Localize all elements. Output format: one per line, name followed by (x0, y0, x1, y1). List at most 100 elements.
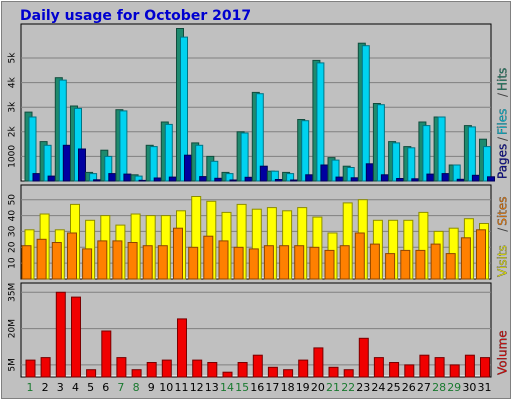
chart-panels: 1000 2k 3k 4k 5k 10 20 30 40 50 5M 20M 35M (8, 23, 495, 378)
bar-volume-day-13 (207, 362, 218, 378)
bar-pages-day-29 (456, 178, 465, 182)
legend-pages: Pages (496, 144, 510, 179)
bar-sites-day-2 (36, 238, 47, 280)
y-tick-label: 35M (8, 283, 18, 302)
bar-pages-day-27 (426, 173, 435, 182)
bar-pages-day-10 (168, 176, 177, 182)
x-tick-label: 16 (250, 381, 264, 394)
x-tick-label: 19 (296, 381, 310, 394)
legend-separator: / (496, 92, 510, 97)
y-tick-label: 40 (8, 210, 18, 222)
y-tick-label: 5k (8, 52, 18, 64)
bar-files-day-15 (240, 132, 249, 182)
bar-volume-day-21 (328, 366, 339, 378)
bar-pages-day-17 (274, 179, 283, 182)
x-tick-label: 2 (42, 381, 49, 394)
x-tick-label: 28 (432, 381, 446, 394)
bar-pages-day-18 (290, 179, 299, 182)
y-tick-label: 4k (8, 76, 18, 88)
bar-volume-day-9 (146, 362, 157, 378)
bar-files-day-24 (376, 104, 385, 182)
bar-sites-day-23 (354, 232, 365, 280)
bar-volume-day-26 (404, 364, 415, 378)
bar-volume-day-28 (434, 357, 445, 378)
bar-files-day-20 (316, 62, 325, 182)
bar-sites-day-19 (294, 245, 305, 280)
x-tick-label: 15 (235, 381, 249, 394)
bar-volume-day-19 (298, 359, 309, 378)
legend-separator: / (496, 136, 510, 141)
x-tick-label: 30 (462, 381, 476, 394)
x-tick-label: 20 (311, 381, 325, 394)
x-tick-label: 27 (417, 381, 431, 394)
bar-volume-day-4 (71, 296, 81, 378)
bar-volume-day-2 (40, 357, 51, 378)
panel-volume: 5M 20M 35M (8, 282, 492, 378)
bar-volume-day-22 (343, 369, 354, 378)
bar-volume-day-25 (389, 362, 400, 378)
bar-sites-day-14 (218, 240, 229, 280)
bar-pages-day-16 (259, 165, 268, 182)
y-tick-label: 5M (8, 358, 18, 372)
bar-pages-day-3 (62, 144, 71, 182)
bar-sites-day-9 (142, 245, 153, 280)
bar-sites-day-25 (385, 253, 396, 280)
bar-volume-day-12 (192, 359, 203, 378)
bar-volume-day-15 (237, 362, 248, 378)
bar-volume-day-29 (449, 364, 460, 378)
bar-pages-day-6 (108, 173, 117, 182)
bar-pages-day-21 (335, 176, 344, 182)
bar-files-day-30 (467, 126, 476, 182)
bar-volume-day-5 (86, 369, 97, 378)
bar-volume-day-16 (252, 354, 263, 378)
bar-volume-day-20 (313, 347, 324, 378)
bar-pages-day-19 (305, 174, 314, 182)
x-tick-label: 23 (356, 381, 370, 394)
bar-sites-day-10 (157, 245, 168, 280)
bar-files-day-27 (422, 125, 431, 182)
bar-pages-day-22 (350, 177, 359, 182)
bar-pages-day-2 (47, 175, 56, 182)
bar-pages-day-24 (380, 174, 389, 182)
x-tick-label: 24 (371, 381, 385, 394)
bar-pages-day-20 (320, 164, 329, 182)
bar-pages-day-9 (153, 177, 162, 182)
bar-sites-day-21 (324, 249, 335, 280)
bar-sites-day-7 (112, 240, 123, 280)
x-tick-label: 8 (133, 381, 140, 394)
y-tick-label: 2k (8, 126, 18, 138)
bar-sites-day-20 (309, 246, 320, 280)
bar-sites-day-17 (263, 245, 274, 280)
y-tick-label: 3k (8, 101, 18, 113)
bar-sites-day-22 (339, 245, 350, 280)
legend-files: Files (496, 109, 510, 135)
bar-pages-day-30 (471, 174, 480, 182)
y-tick-label: 1000 (8, 145, 18, 168)
bar-pages-day-31 (487, 176, 495, 182)
bar-sites-day-31 (476, 229, 486, 280)
y-tick-label: 30 (8, 225, 18, 237)
bar-sites-day-29 (445, 253, 456, 280)
bar-files-day-9 (149, 146, 158, 182)
y-tick-label: 20 (8, 241, 18, 253)
y-tick-label: 10 (8, 257, 18, 269)
bar-volume-day-6 (101, 330, 112, 378)
bar-sites-day-30 (460, 237, 471, 280)
x-tick-label: 17 (265, 381, 279, 394)
bar-sites-day-8 (127, 242, 138, 280)
x-tick-label: 18 (281, 381, 295, 394)
x-tick-label: 4 (72, 381, 79, 394)
panel-visits: 10 20 30 40 50 (8, 184, 492, 280)
bar-pages-day-12 (199, 176, 208, 182)
x-tick-label: 13 (205, 381, 219, 394)
x-tick-label: 26 (402, 381, 416, 394)
chart-title: Daily usage for October 2017 (20, 8, 251, 24)
x-tick-label: 5 (87, 381, 94, 394)
bar-volume-day-10 (161, 359, 172, 378)
panel-hits: 1000 2k 3k 4k 5k (8, 23, 495, 182)
x-tick-label: 21 (326, 381, 340, 394)
bar-pages-day-14 (229, 179, 238, 182)
x-tick-label: 31 (478, 381, 492, 394)
bar-files-day-10 (164, 123, 173, 182)
